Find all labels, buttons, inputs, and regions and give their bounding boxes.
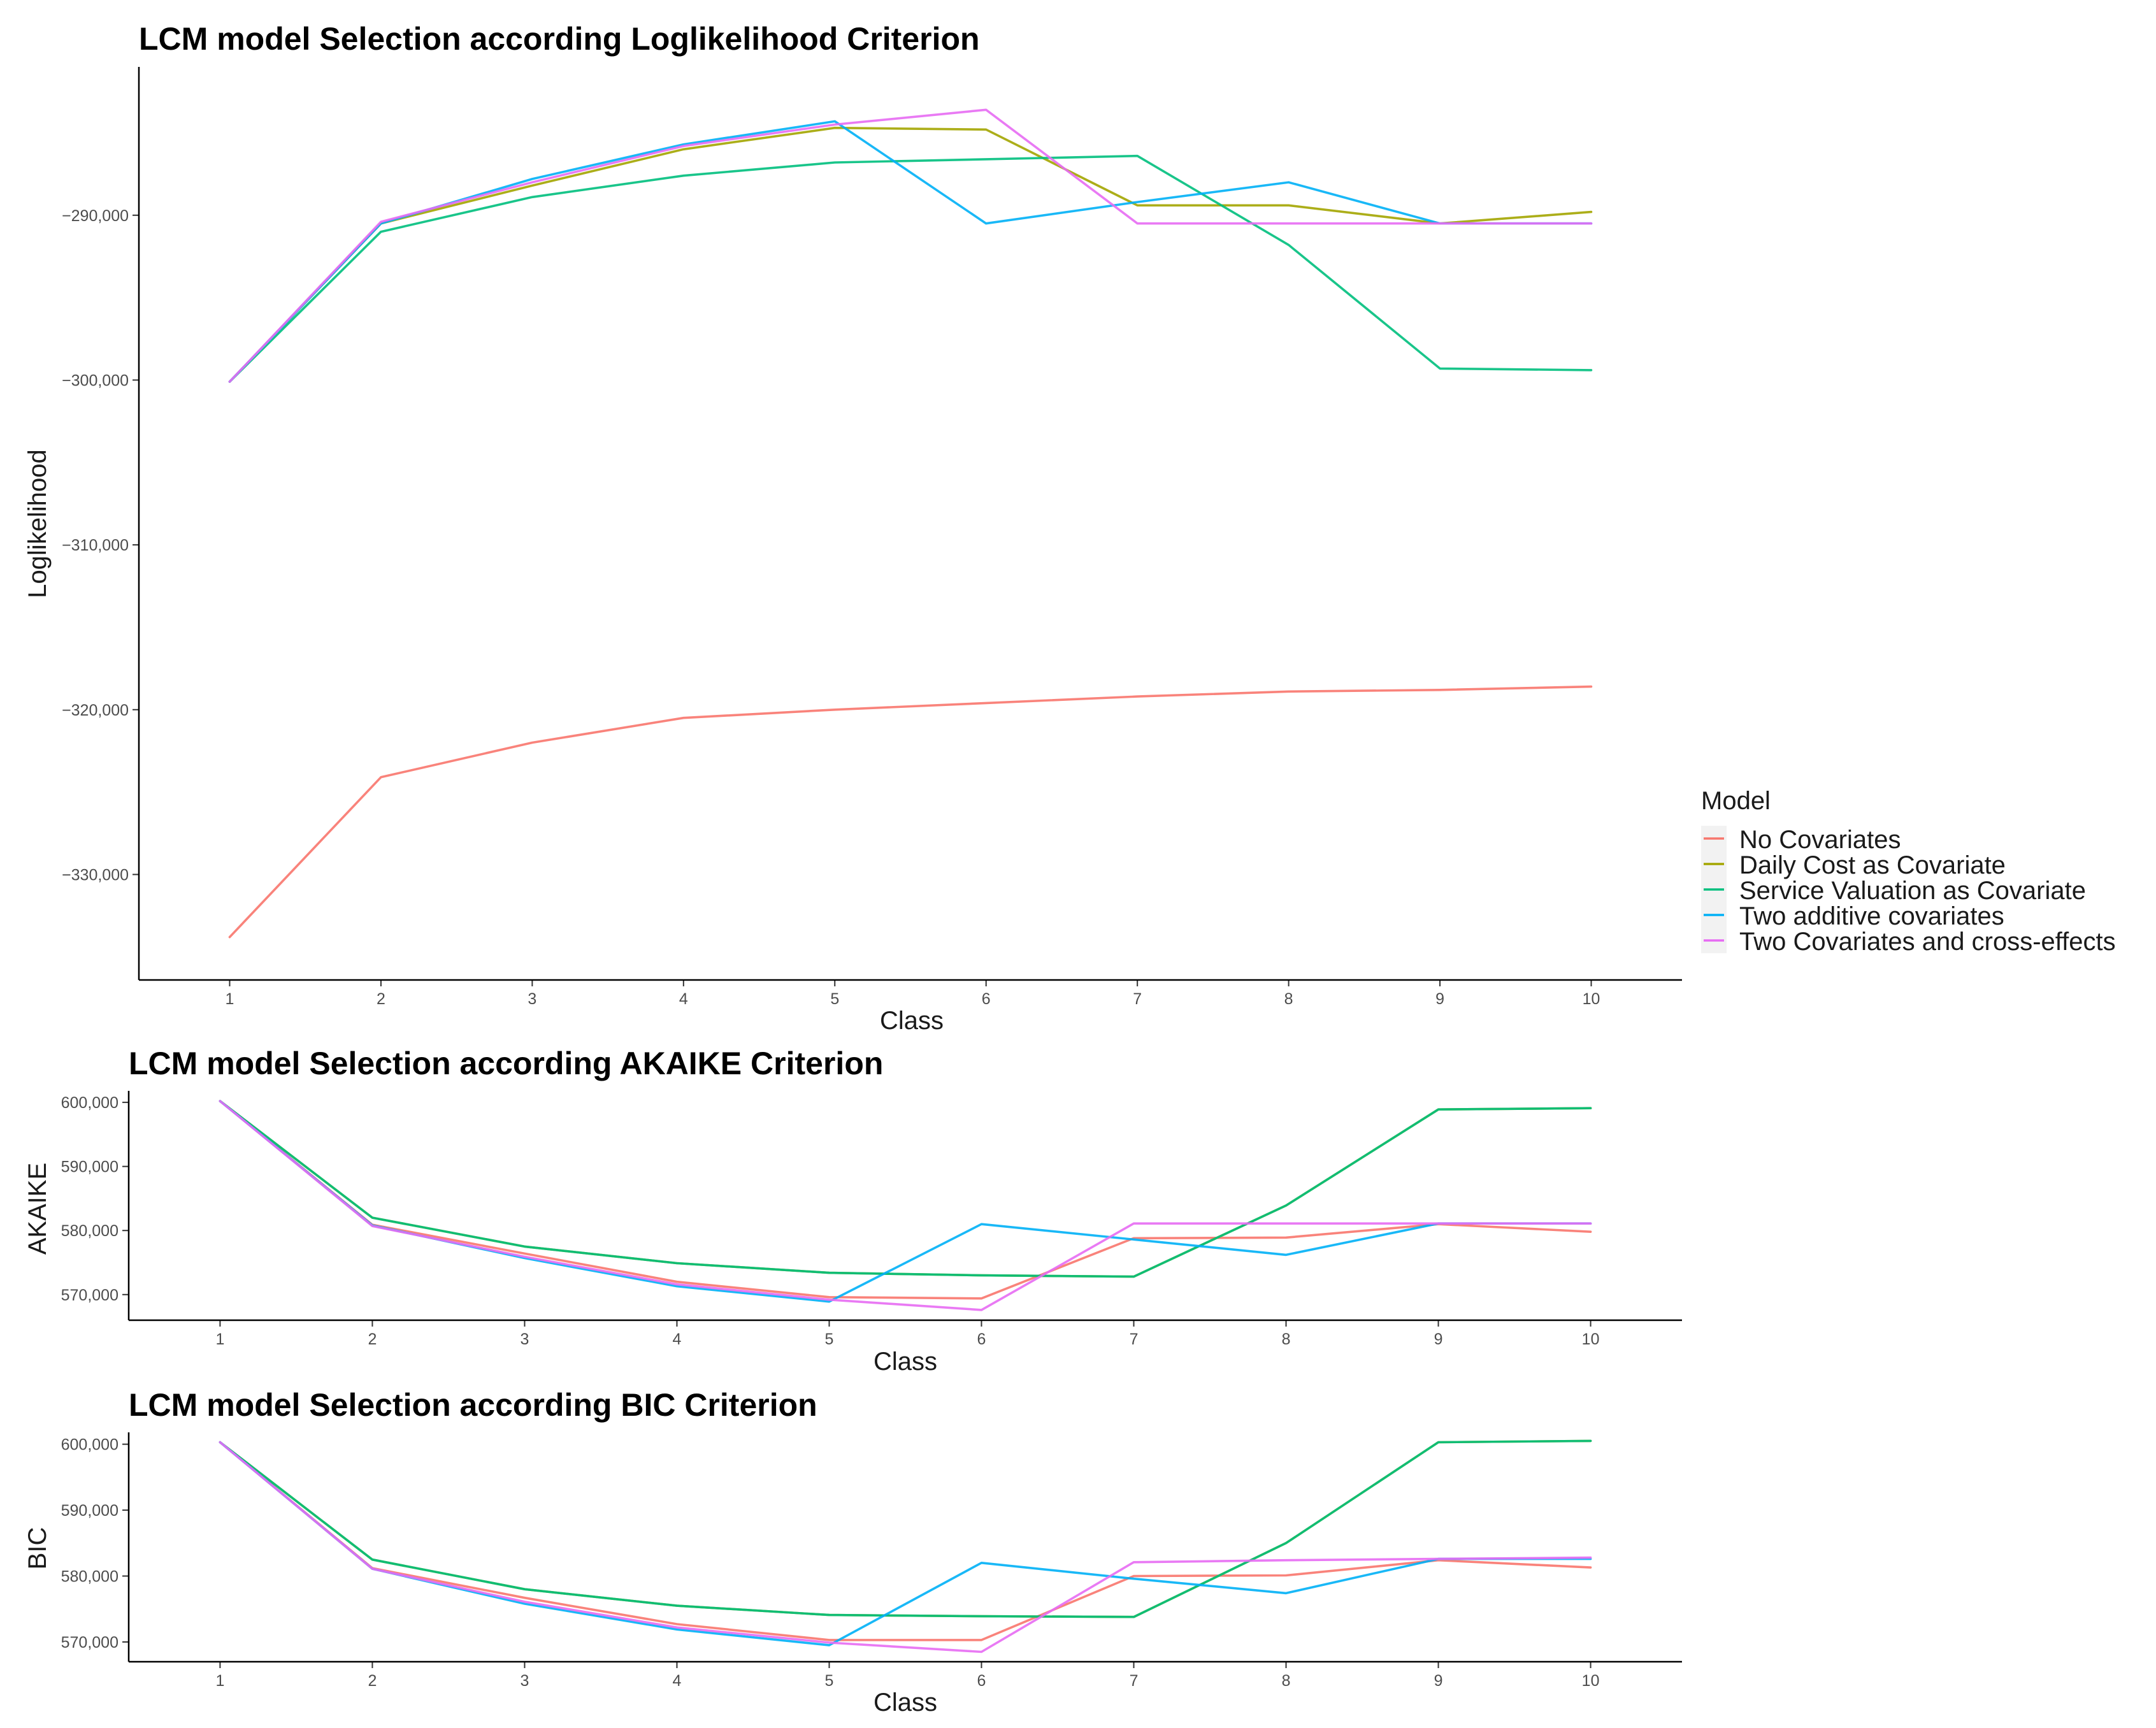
x-tick-label: 9 xyxy=(1434,1330,1443,1348)
x-tick-label: 2 xyxy=(368,1330,377,1348)
panel-loglikelihood: LCM model Selection according Loglikelih… xyxy=(24,21,1682,1035)
y-axis-title: AKAIKE xyxy=(24,1163,52,1255)
legend-label: Daily Cost as Covariate xyxy=(1739,851,2006,879)
series-line xyxy=(228,126,1593,383)
series-line xyxy=(228,108,1593,383)
x-tick-label: 2 xyxy=(368,1672,377,1690)
x-tick-label: 8 xyxy=(1282,1672,1291,1690)
chart-title: LCM model Selection according BIC Criter… xyxy=(129,1387,817,1423)
legend: Model No Covariates Daily Cost as Covari… xyxy=(1701,787,2116,956)
series-lines xyxy=(219,1100,1592,1311)
y-axis-title: Loglikelihood xyxy=(24,449,52,598)
x-tick-label: 1 xyxy=(215,1330,224,1348)
y-tick-label: −320,000 xyxy=(62,702,129,719)
legend-label: Two additive covariates xyxy=(1739,902,2004,930)
legend-item: Service Valuation as Covariate xyxy=(1701,877,2086,905)
y-axis-title: BIC xyxy=(24,1527,52,1570)
legend-title: Model xyxy=(1701,787,1771,815)
y-tick-label: −330,000 xyxy=(62,866,129,884)
series-lines xyxy=(219,1439,1592,1653)
axis-ticks: 1 2 3 4 5 6 7 8 9 10 570,000 580,000 590,000 600,000 xyxy=(61,1094,1600,1348)
series-line xyxy=(219,1100,1592,1278)
x-tick-label: 3 xyxy=(520,1672,529,1690)
x-tick-label: 5 xyxy=(830,990,839,1008)
x-tick-label: 7 xyxy=(1130,1330,1139,1348)
x-axis-title: Class xyxy=(880,1007,944,1035)
y-tick-label: 590,000 xyxy=(61,1502,119,1520)
legend-item: Two Covariates and cross-effects xyxy=(1701,928,2116,956)
series-line xyxy=(219,1441,1592,1653)
x-tick-label: 7 xyxy=(1133,990,1142,1008)
x-tick-label: 6 xyxy=(977,1672,986,1690)
x-tick-label: 4 xyxy=(673,1330,682,1348)
y-tick-label: −290,000 xyxy=(62,207,129,225)
x-tick-label: 6 xyxy=(982,990,991,1008)
x-tick-label: 8 xyxy=(1282,1330,1291,1348)
panel-akaike: LCM model Selection according AKAIKE Cri… xyxy=(24,1046,1682,1376)
y-tick-label: −300,000 xyxy=(62,371,129,389)
panel-bic: LCM model Selection according BIC Criter… xyxy=(24,1387,1682,1717)
y-tick-label: −310,000 xyxy=(62,536,129,554)
x-tick-label: 2 xyxy=(377,990,385,1008)
x-tick-label: 7 xyxy=(1130,1672,1139,1690)
y-tick-label: 580,000 xyxy=(61,1568,119,1586)
x-tick-label: 9 xyxy=(1435,990,1444,1008)
legend-label: Service Valuation as Covariate xyxy=(1739,877,2086,905)
series-line xyxy=(228,685,1593,939)
axis-ticks: 1 2 3 4 5 6 7 8 9 10 −330,000 −320,000 −310,000 −300,… xyxy=(62,207,1600,1008)
y-tick-label: 600,000 xyxy=(61,1436,119,1454)
x-tick-label: 1 xyxy=(226,990,234,1008)
x-tick-label: 9 xyxy=(1434,1672,1443,1690)
x-tick-label: 1 xyxy=(215,1672,224,1690)
y-tick-label: 600,000 xyxy=(61,1094,119,1112)
x-tick-label: 4 xyxy=(673,1672,682,1690)
chart-title: LCM model Selection according Loglikelih… xyxy=(139,21,980,57)
x-axis-title: Class xyxy=(873,1688,937,1717)
series-line xyxy=(228,154,1593,383)
series-lines xyxy=(228,108,1593,939)
axis-ticks: 1 2 3 4 5 6 7 8 9 10 570,000 580,000 590,000 600,000 xyxy=(61,1436,1600,1690)
x-tick-label: 3 xyxy=(520,1330,529,1348)
y-tick-label: 590,000 xyxy=(61,1158,119,1176)
y-tick-label: 570,000 xyxy=(61,1286,119,1304)
legend-item: Two additive covariates xyxy=(1701,902,2004,930)
x-axis-title: Class xyxy=(873,1348,937,1376)
series-line xyxy=(219,1439,1592,1618)
y-tick-label: 580,000 xyxy=(61,1222,119,1240)
x-tick-label: 4 xyxy=(679,990,688,1008)
legend-item: No Covariates xyxy=(1701,826,1901,854)
legend-label: No Covariates xyxy=(1739,826,1901,854)
x-tick-label: 5 xyxy=(825,1330,834,1348)
x-tick-label: 5 xyxy=(825,1672,834,1690)
series-line xyxy=(219,1441,1592,1641)
x-tick-label: 6 xyxy=(977,1330,986,1348)
chart-title: LCM model Selection according AKAIKE Cri… xyxy=(129,1046,883,1081)
x-tick-label: 10 xyxy=(1583,990,1600,1008)
x-tick-label: 3 xyxy=(528,990,536,1008)
x-tick-label: 10 xyxy=(1582,1672,1600,1690)
x-tick-label: 8 xyxy=(1284,990,1293,1008)
series-line xyxy=(219,1100,1592,1300)
legend-label: Two Covariates and cross-effects xyxy=(1739,928,2116,956)
series-line xyxy=(219,1100,1592,1311)
y-tick-label: 570,000 xyxy=(61,1634,119,1652)
legend-item: Daily Cost as Covariate xyxy=(1701,851,2006,879)
x-tick-label: 10 xyxy=(1582,1330,1600,1348)
